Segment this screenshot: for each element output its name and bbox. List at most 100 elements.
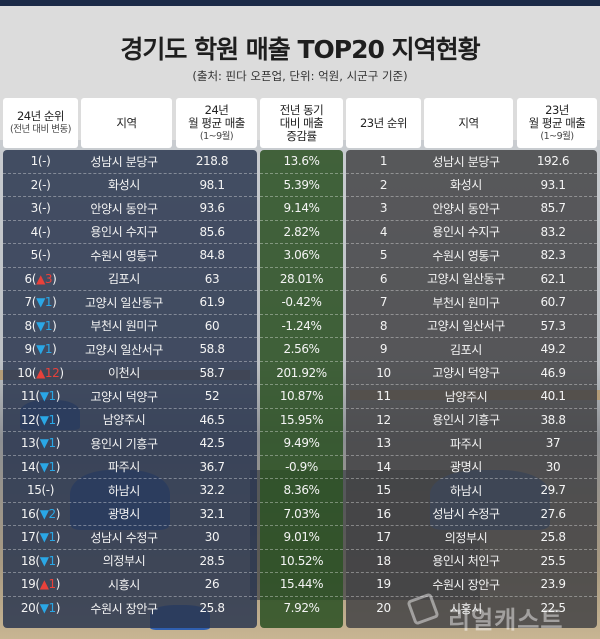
region-2023-cell: 김포시 bbox=[450, 342, 482, 357]
table-row: 17(▼1) 성남시 수정구 30 bbox=[3, 526, 257, 550]
rank-number: 16 bbox=[20, 506, 36, 521]
rank-change-value: 3 bbox=[44, 271, 53, 286]
rank-number: 2 bbox=[30, 177, 39, 192]
rank-2023-cell: 17 bbox=[376, 530, 391, 545]
sales-2023-cell: 62.1 bbox=[540, 271, 566, 286]
down-arrow-icon: ▼ bbox=[39, 389, 49, 404]
sales-cell: 28.5 bbox=[199, 553, 225, 568]
rank-number: 7 bbox=[24, 295, 33, 310]
growth-rate-cell: 7.03% bbox=[283, 506, 320, 521]
sales-2023-cell: 25.8 bbox=[540, 530, 566, 545]
table-row: 10(▲12) 이천시 58.7 bbox=[3, 362, 257, 385]
table-row: 7.92% bbox=[260, 597, 343, 621]
sales-2023-cell: 27.6 bbox=[540, 506, 566, 521]
rank-number: 4 bbox=[30, 224, 39, 239]
region-cell: 광명시 bbox=[108, 507, 140, 522]
table-row: 4 용인시 수지구 83.2 bbox=[346, 221, 597, 244]
rank-cell: 17(▼1) bbox=[20, 530, 61, 545]
sales-cell: 26 bbox=[204, 577, 220, 592]
table-row: 18(▼1) 의정부시 28.5 bbox=[3, 550, 257, 573]
table-row: 2.56% bbox=[260, 338, 343, 362]
sales-cell: 52 bbox=[204, 389, 220, 404]
header-region-2024: 지역 bbox=[81, 98, 172, 148]
sales-cell: 42.5 bbox=[199, 436, 225, 451]
region-2023-cell: 하남시 bbox=[450, 483, 482, 498]
header-label: 전년 동기 bbox=[279, 102, 324, 117]
table-row: 2.82% bbox=[260, 221, 343, 244]
header-label: 24년 순위 bbox=[16, 109, 65, 123]
rank-cell: 12(▼1) bbox=[20, 412, 61, 427]
rank-2023-cell: 7 bbox=[379, 295, 388, 310]
header-sublabel: (1~9월) bbox=[540, 130, 574, 142]
rank-cell: 3(-) bbox=[30, 201, 51, 216]
sales-2023-cell: 60.7 bbox=[540, 295, 566, 310]
table-row: 16 성남시 수정구 27.6 bbox=[346, 503, 597, 526]
rank-2023-cell: 16 bbox=[376, 506, 391, 521]
region-2023-cell: 고양시 덕양구 bbox=[432, 366, 500, 381]
region-cell: 용인시 기흥구 bbox=[90, 436, 158, 451]
watermark: 리얼캐스트 bbox=[448, 606, 564, 634]
rank-cell: 9(▼1) bbox=[24, 342, 57, 357]
table-row: 8(▼1) 부천시 원미구 60 bbox=[3, 315, 257, 338]
rank-2023-cell: 5 bbox=[379, 248, 388, 263]
sales-cell: 32.1 bbox=[199, 506, 225, 521]
header-sales-2023: 23년 월 평균 매출 (1~9월) bbox=[517, 98, 597, 148]
rank-2023-cell: 15 bbox=[376, 483, 391, 498]
table-row: 4(-) 용인시 수지구 85.6 bbox=[3, 221, 257, 244]
down-arrow-icon: ▼ bbox=[39, 601, 49, 616]
rank-2023-cell: 14 bbox=[376, 459, 391, 474]
growth-rows: 13.6% 5.39% 9.14% 2.82% 3.06% 28.01% -0.42% -1.… bbox=[260, 150, 343, 620]
region-2023-cell: 남양주시 bbox=[444, 389, 488, 404]
rank-number: 11 bbox=[20, 389, 36, 404]
top-bar bbox=[0, 0, 600, 6]
rank-2023-cell: 1 bbox=[379, 154, 388, 169]
region-2023-cell: 수원시 장안구 bbox=[432, 577, 500, 592]
table-row: 9.14% bbox=[260, 197, 343, 221]
table-row: -0.9% bbox=[260, 456, 343, 479]
region-cell: 성남시 수정구 bbox=[90, 530, 158, 545]
rank-cell: 13(▼1) bbox=[20, 436, 61, 451]
table-row: 18 용인시 처인구 25.5 bbox=[346, 550, 597, 573]
table-2024-rows: 1(-) 성남시 분당구 218.8 2(-) 화성시 98.1 3(-) 안양시 동안구 93… bbox=[3, 150, 257, 620]
sales-cell: 84.8 bbox=[199, 248, 225, 263]
rank-change-value: - bbox=[42, 154, 47, 169]
rank-2023-cell: 11 bbox=[376, 389, 391, 404]
growth-rate-cell: 13.6% bbox=[283, 154, 320, 169]
sales-cell: 32.2 bbox=[199, 483, 225, 498]
rank-change-value: 1 bbox=[48, 553, 57, 568]
region-cell: 수원시 영통구 bbox=[90, 248, 158, 263]
table-row: 6 고양시 일산동구 62.1 bbox=[346, 268, 597, 291]
region-2023-cell: 성남시 수정구 bbox=[432, 507, 500, 522]
rank-number: 3 bbox=[30, 201, 39, 216]
rank-number: 18 bbox=[20, 553, 36, 568]
growth-rate-cell: 10.52% bbox=[279, 553, 324, 568]
rank-change-value: 1 bbox=[48, 412, 57, 427]
growth-rate-cell: 28.01% bbox=[279, 271, 324, 286]
table-row: 19 수원시 장안구 23.9 bbox=[346, 573, 597, 597]
region-cell: 김포시 bbox=[108, 272, 140, 287]
table-row: 1 성남시 분당구 192.6 bbox=[346, 150, 597, 174]
sales-2023-cell: 30 bbox=[545, 459, 561, 474]
sales-cell: 60 bbox=[204, 318, 220, 333]
table-row: 1(-) 성남시 분당구 218.8 bbox=[3, 150, 257, 174]
down-arrow-icon: ▼ bbox=[39, 506, 49, 521]
rank-2023-cell: 8 bbox=[379, 318, 388, 333]
rank-2023-cell: 20 bbox=[376, 601, 391, 616]
header-label: 23년 bbox=[545, 102, 569, 117]
rank-change-value: - bbox=[45, 483, 50, 498]
table-row: 20 시흥시 22.5 bbox=[346, 597, 597, 621]
table-row: 7 부천시 원미구 60.7 bbox=[346, 291, 597, 315]
rank-change-value: 12 bbox=[44, 365, 60, 380]
growth-rate-cell: 5.39% bbox=[283, 177, 320, 192]
region-cell: 남양주시 bbox=[102, 413, 146, 428]
rank-change-value: - bbox=[42, 201, 47, 216]
table-row: 2 화성시 93.1 bbox=[346, 174, 597, 197]
sales-cell: 98.1 bbox=[199, 177, 225, 192]
table-row: 10.52% bbox=[260, 550, 343, 573]
region-2023-cell: 의정부시 bbox=[444, 530, 488, 545]
sales-2023-cell: 38.8 bbox=[540, 412, 566, 427]
rank-number: 10 bbox=[17, 365, 32, 380]
rank-change-value: 2 bbox=[48, 506, 57, 521]
region-cell: 수원시 장안구 bbox=[90, 601, 158, 616]
table-row: -1.24% bbox=[260, 315, 343, 338]
